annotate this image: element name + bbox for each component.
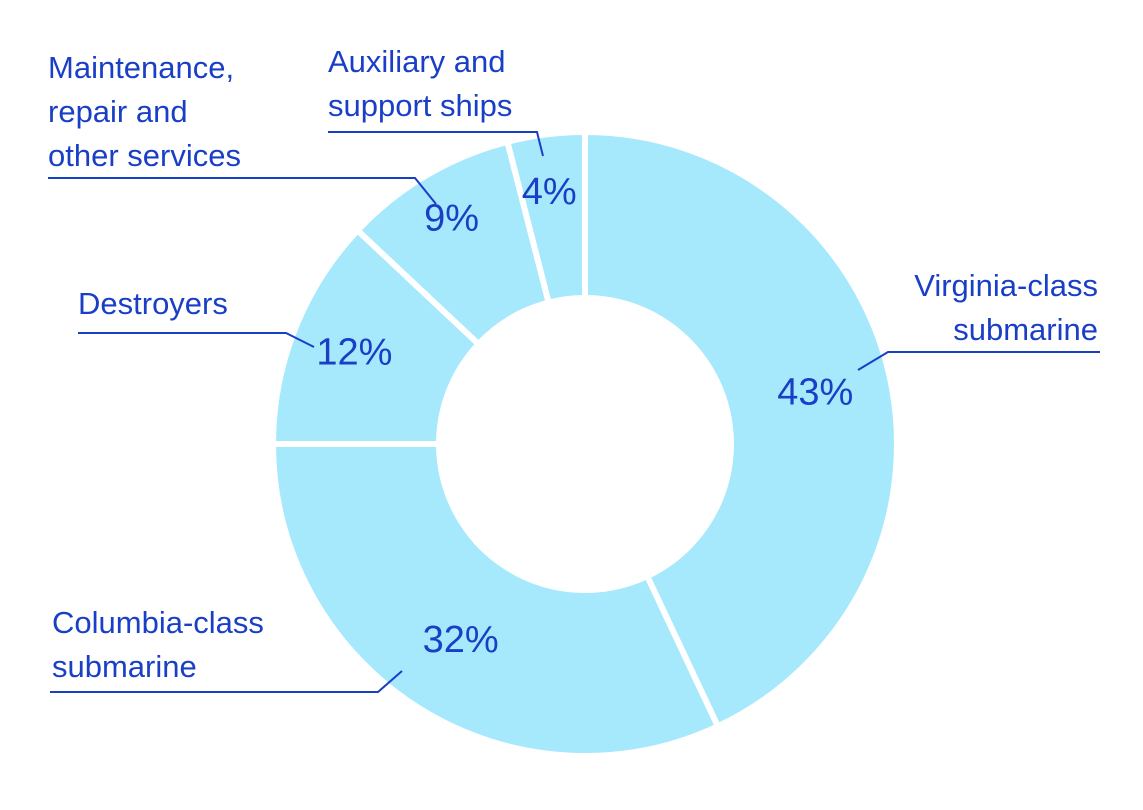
category-label-line: Virginia-class [914,268,1098,303]
percent-label-maintenance-repair-and-other-services: 9% [424,197,479,239]
category-label-auxiliary-and-support-ships: Auxiliary and support ships [328,44,512,123]
category-labels-group: Virginia-class submarine Columbia-class sub… [48,44,1098,684]
category-label-line: Auxiliary and [328,44,505,79]
percent-labels-group: 43% 32% 12% 9% 4% [316,171,853,661]
category-label-line: other services [48,138,241,173]
slice-destroyers [269,226,483,447]
percent-label-destroyers: 12% [316,332,392,374]
percent-label-virginia-class-submarine: 43% [777,372,853,414]
category-label-virginia-class-submarine: Virginia-class submarine [914,268,1098,347]
percent-label-auxiliary-and-support-ships: 4% [522,171,577,213]
leader-line-destroyers [78,332,315,348]
slice-columbia-class-submarine [269,441,722,759]
leader-line-virginia-class-submarine [857,351,1100,371]
category-label-line: Columbia-class [52,605,264,640]
leader-line-maintenance-repair-and-other-services [48,177,437,205]
percent-label-columbia-class-submarine: 32% [423,619,499,661]
category-label-line: submarine [52,649,197,684]
category-label-line: support ships [328,88,512,123]
category-label-line: Maintenance, [48,50,234,85]
slice-auxiliary-and-support-ships [503,128,588,307]
leader-line-auxiliary-and-support-ships [328,131,544,157]
category-label-maintenance-repair-and-other-services: Maintenance, repair and other services [48,50,241,173]
category-label-destroyers: Destroyers [78,286,228,321]
category-label-line: submarine [953,312,1098,347]
category-label-line: Destroyers [78,286,228,321]
leader-lines-group [48,131,1100,693]
slices-group [269,128,900,759]
category-label-columbia-class-submarine: Columbia-class submarine [52,605,264,684]
leader-line-columbia-class-submarine [50,670,403,693]
category-label-line: repair and [48,94,188,129]
slice-virginia-class-submarine [582,128,900,731]
